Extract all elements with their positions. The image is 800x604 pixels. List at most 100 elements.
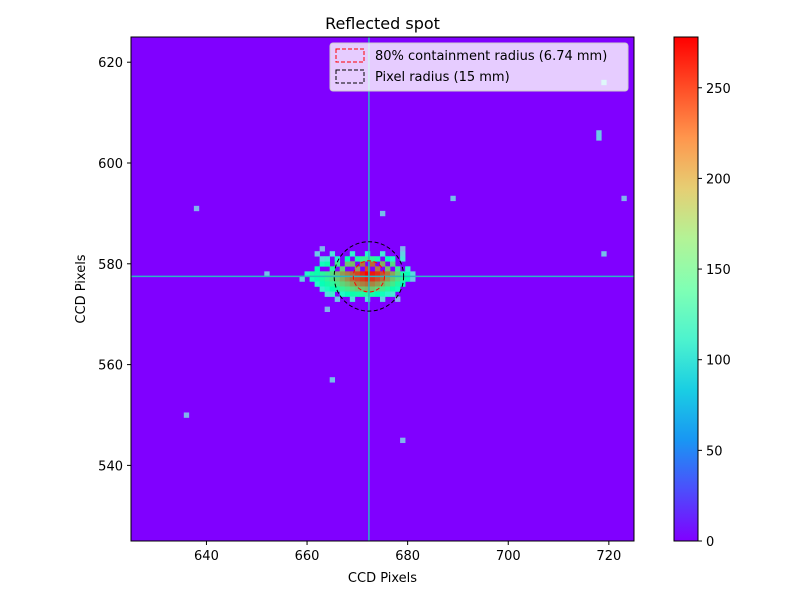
spot-pixel: [364, 296, 371, 302]
spot-pixel: [324, 256, 330, 262]
spot-pixel: [319, 261, 325, 267]
spot-pixel: [364, 291, 371, 297]
spot-pixel: [369, 286, 376, 292]
colorbar-tick-label: 250: [706, 82, 731, 97]
spot-pixel: [390, 261, 396, 267]
spot-pixel: [364, 281, 371, 287]
x-axis: 640 660 680 700 720: [194, 541, 621, 564]
spot-pixel: [390, 271, 396, 277]
spot-pixel: [309, 276, 315, 282]
spot-pixel: [334, 281, 341, 287]
overlay-layer: [131, 37, 634, 541]
spot-pixel: [385, 281, 391, 287]
hot-pixel: [596, 135, 602, 141]
spot-pixel: [369, 261, 376, 267]
spot-pixel: [395, 281, 401, 287]
spot-pixel: [334, 286, 341, 292]
spot-pixel: [329, 271, 336, 277]
y-tick-label: 600: [98, 157, 123, 172]
spot-pixel: [349, 286, 356, 292]
spot-pixel: [379, 286, 386, 292]
spot-pixel: [349, 251, 356, 257]
spot-pixel: [339, 271, 346, 277]
spot-pixel: [344, 291, 351, 297]
spot-pixel: [405, 276, 411, 282]
spot-pixel: [349, 271, 356, 277]
legend-box: [329, 42, 629, 92]
x-tick-label: 720: [596, 549, 621, 564]
spot-pixel: [374, 271, 381, 277]
legend-swatch-containment: [335, 48, 365, 63]
spot-pixel: [324, 286, 330, 292]
hot-pixel: [324, 306, 330, 312]
spot-pixel: [395, 271, 401, 277]
spot-pixel: [385, 256, 391, 262]
x-tick-label: 660: [295, 549, 320, 564]
heatmap-pixels: [183, 79, 627, 444]
spot-pixel: [354, 281, 361, 287]
spot-pixel: [324, 261, 330, 267]
y-tick-label: 560: [98, 359, 123, 374]
spot-pixel: [329, 276, 336, 282]
spot-pixel: [359, 286, 366, 292]
spot-pixel: [319, 256, 325, 262]
spot-pixel: [395, 266, 401, 272]
legend-label-containment: 80% containment radius (6.74 mm): [375, 49, 607, 64]
spot-pixel: [364, 251, 371, 257]
spot-pixel: [329, 251, 336, 257]
spot-pixel: [369, 271, 376, 277]
spot-pixel: [334, 296, 341, 302]
hot-pixel: [601, 251, 607, 257]
colorbar-tick-label: 100: [706, 354, 731, 369]
legend-label-pixel-radius: Pixel radius (15 mm): [375, 70, 510, 85]
y-tick-label: 540: [98, 459, 123, 474]
spot-pixel: [354, 291, 361, 297]
spot-pixel: [400, 256, 406, 262]
hot-pixel: [621, 195, 627, 202]
spot-pixel: [349, 291, 356, 297]
spot-pixel: [405, 271, 411, 277]
spot-pixel: [379, 261, 386, 267]
spot-pixel: [314, 281, 320, 287]
hot-pixel: [183, 412, 190, 418]
spot-pixel: [314, 251, 320, 257]
spot-pixel: [349, 281, 356, 287]
spot-pixel: [359, 261, 366, 267]
hot-pixel: [264, 271, 270, 277]
spot-pixel: [369, 256, 376, 262]
legend-swatch-pixel-radius: [335, 69, 365, 84]
spot-pixel: [364, 271, 371, 277]
spot-pixel: [390, 276, 396, 282]
colorbar-ticks: 0 50 100 150 200 250: [698, 82, 731, 550]
spot-pixel: [319, 276, 325, 282]
spot-pixel: [359, 271, 366, 277]
spot-pixel: [405, 266, 411, 272]
x-tick-label: 680: [395, 549, 420, 564]
spot-pixel: [344, 281, 351, 287]
spot-pixel: [344, 286, 351, 292]
spot-pixel: [314, 266, 320, 272]
spot-pixel: [314, 276, 320, 282]
spot-pixel: [324, 291, 330, 297]
spot-pixel: [349, 296, 356, 302]
spot-pixel: [385, 271, 391, 277]
spot-pixel: [334, 271, 341, 277]
spot-pixel: [359, 281, 366, 287]
spot-pixel: [390, 286, 396, 292]
spot-pixel: [385, 291, 391, 297]
spot-pixel: [359, 291, 366, 297]
spot-pixel: [339, 276, 346, 282]
spot-pixel: [304, 271, 310, 277]
spot-pixel: [385, 266, 391, 272]
spot-pixel: [395, 296, 401, 302]
containment-circle: [352, 260, 386, 293]
colorbar-tick-label: 0: [706, 535, 714, 550]
spot-pixel: [395, 286, 401, 292]
x-axis-label: CCD Pixels: [348, 571, 417, 586]
spot-pixel: [299, 276, 305, 282]
spot-pixel: [319, 271, 325, 277]
spot-pixel: [364, 286, 371, 292]
spot-pixel: [369, 281, 376, 287]
